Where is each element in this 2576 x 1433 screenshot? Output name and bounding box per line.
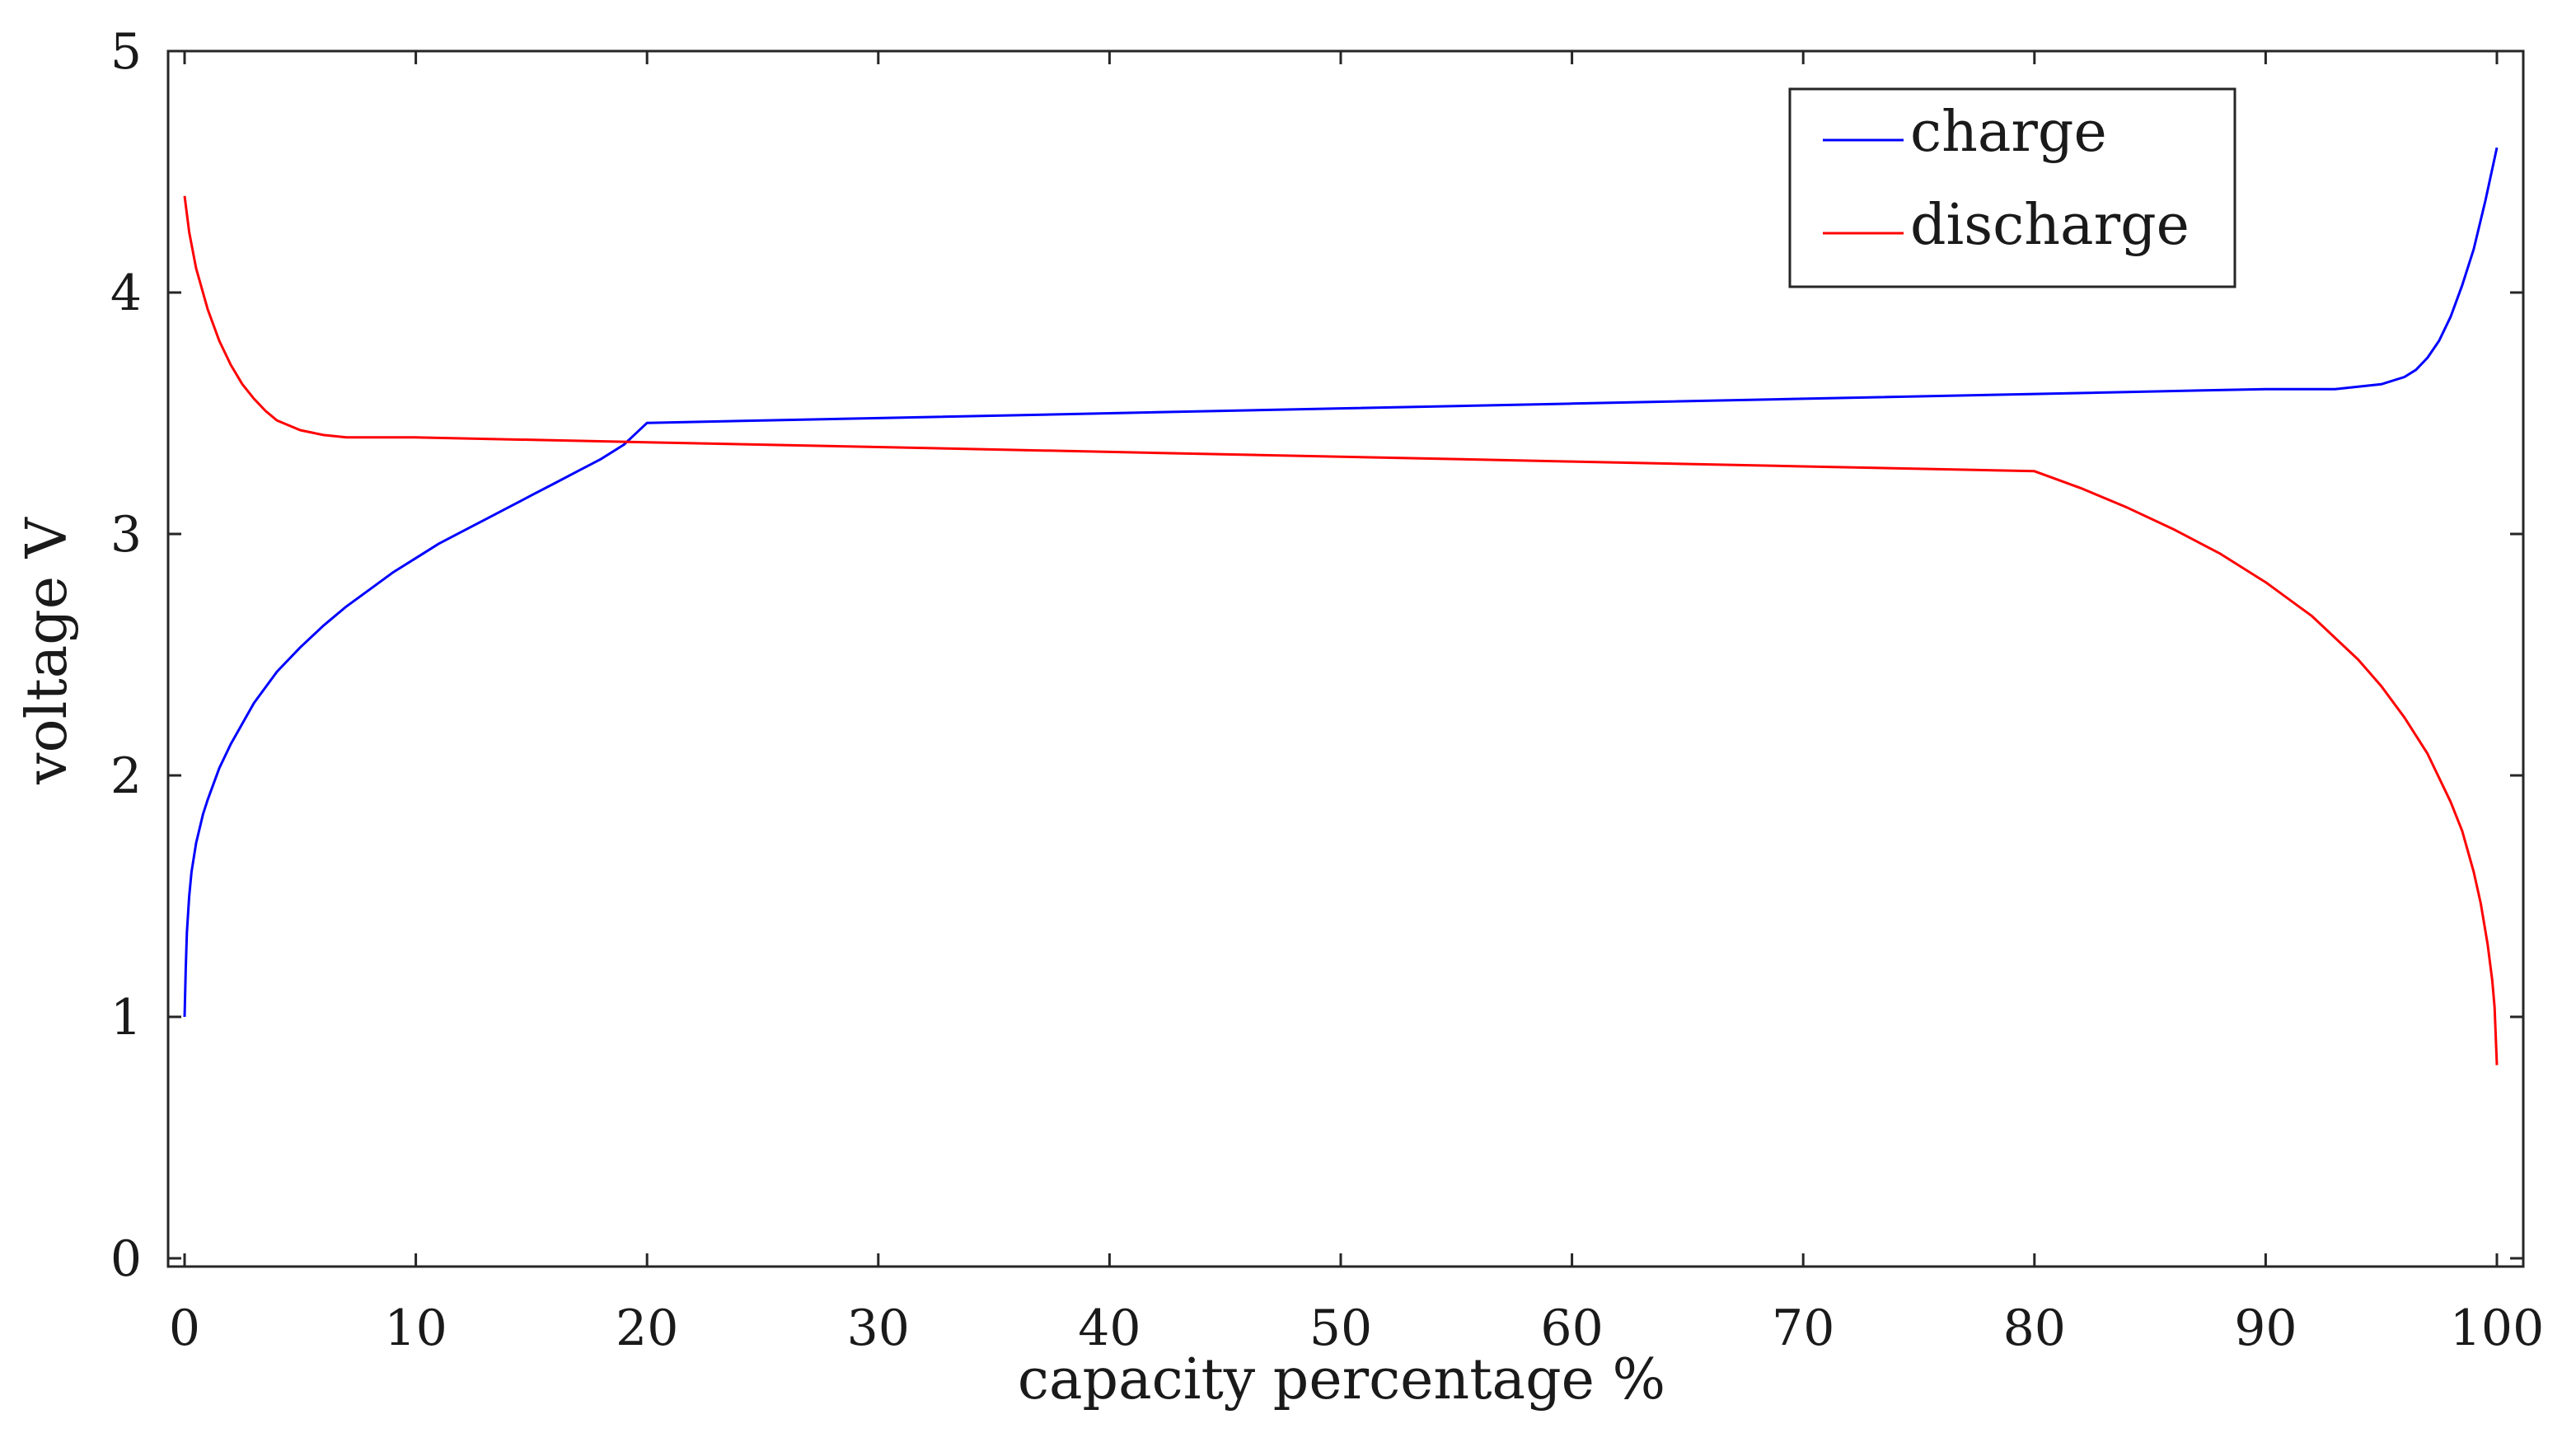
y-tick-label: 2 [110, 747, 142, 805]
x-tick-label: 90 [2234, 1300, 2297, 1357]
y-tick-label: 0 [110, 1230, 142, 1288]
x-tick-label: 100 [2450, 1300, 2545, 1357]
voltage-capacity-chart: 0 10 20 30 40 50 60 70 80 90 100012345 capacity pe… [0, 0, 2576, 1433]
legend-label-discharge: discharge [1910, 193, 2190, 258]
y-axis-label: voltage V [15, 516, 80, 784]
x-tick-label: 20 [616, 1300, 678, 1357]
x-tick-label: 30 [847, 1300, 910, 1357]
x-tick-label: 80 [2003, 1300, 2066, 1357]
x-tick-label: 0 [169, 1300, 200, 1357]
x-tick-label: 10 [384, 1300, 447, 1357]
y-tick-label: 4 [110, 265, 142, 322]
y-tick-label: 5 [110, 23, 142, 81]
y-tick-label: 3 [110, 506, 142, 564]
y-tick-label: 1 [110, 989, 142, 1047]
legend: charge discharge [1790, 89, 2235, 287]
x-axis-label: capacity percentage % [1018, 1347, 1665, 1412]
legend-label-charge: charge [1910, 100, 2107, 165]
x-tick-label: 70 [1772, 1300, 1834, 1357]
